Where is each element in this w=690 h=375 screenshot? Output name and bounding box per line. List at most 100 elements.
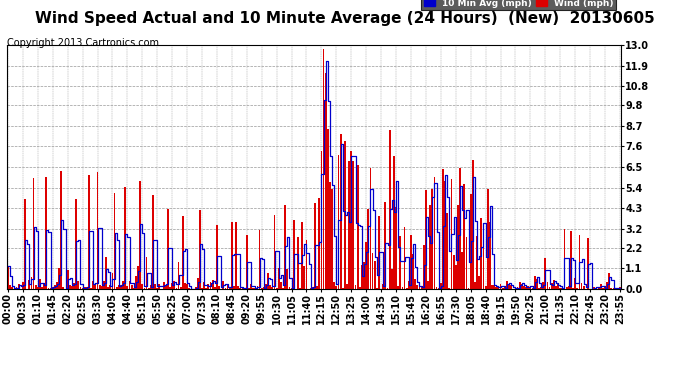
Bar [157,288,158,289]
Bar [453,255,455,289]
Bar [427,281,429,289]
Bar [135,276,137,289]
Bar [58,268,60,289]
Text: Copyright 2013 Cartronics.com: Copyright 2013 Cartronics.com [7,38,159,48]
Bar [282,288,284,289]
Bar [184,283,186,289]
Bar [88,175,90,289]
Bar [487,189,489,289]
Bar [22,282,23,289]
Bar [476,236,478,289]
Bar [536,279,538,289]
Bar [265,284,267,289]
Bar [148,288,150,289]
Bar [241,288,244,289]
Bar [41,287,43,289]
Bar [128,281,130,289]
Bar [521,284,523,289]
Bar [18,284,19,289]
Bar [570,231,572,289]
Bar [9,285,11,289]
Bar [444,181,446,289]
Bar [7,266,9,289]
Bar [500,284,502,289]
Bar [363,262,365,289]
Bar [71,285,73,289]
Bar [167,209,169,289]
Bar [464,184,465,289]
Bar [425,190,427,289]
Bar [212,280,214,289]
Bar [412,254,414,289]
Bar [574,278,576,289]
Bar [572,288,574,289]
Bar [583,286,584,289]
Bar [48,288,50,289]
Bar [609,273,610,289]
Bar [406,288,408,289]
Bar [555,286,557,289]
Bar [250,284,252,289]
Bar [199,210,201,289]
Bar [472,160,474,289]
Bar [604,287,606,289]
Bar [175,288,177,289]
Bar [73,283,75,289]
Bar [482,228,484,289]
Bar [278,268,279,289]
Bar [310,288,312,289]
Bar [581,283,582,289]
Bar [367,210,369,289]
Bar [386,288,388,289]
Bar [540,287,542,289]
Bar [271,287,273,289]
Bar [39,279,41,289]
Bar [553,280,555,289]
Bar [546,282,549,289]
Bar [587,238,589,289]
Bar [335,286,337,289]
Bar [402,287,404,289]
Bar [197,278,199,289]
Bar [527,286,529,289]
Bar [126,286,128,289]
Bar [493,285,495,289]
Bar [56,282,58,289]
Bar [611,288,612,289]
Bar [107,287,109,289]
Bar [544,258,546,289]
Bar [214,287,216,289]
Bar [344,141,346,289]
Bar [480,217,482,289]
Bar [276,288,277,289]
Bar [54,285,56,289]
Bar [508,285,510,289]
Bar [173,281,175,289]
Bar [177,262,179,289]
Bar [32,178,34,289]
Bar [457,205,459,289]
Bar [461,252,463,289]
Bar [519,282,521,289]
Bar [504,288,506,289]
Bar [206,288,207,289]
Bar [137,266,139,289]
Bar [286,269,288,289]
Bar [204,282,205,289]
Bar [339,134,342,289]
Bar [382,284,384,289]
Bar [229,288,230,289]
Bar [83,287,86,289]
Bar [159,284,160,289]
Bar [312,286,314,289]
Bar [163,282,164,289]
Bar [337,154,339,289]
Bar [459,168,461,289]
Bar [600,284,602,289]
Bar [388,130,391,289]
Bar [607,282,608,289]
Bar [534,276,535,289]
Bar [237,286,239,289]
Bar [374,261,375,289]
Bar [470,194,471,289]
